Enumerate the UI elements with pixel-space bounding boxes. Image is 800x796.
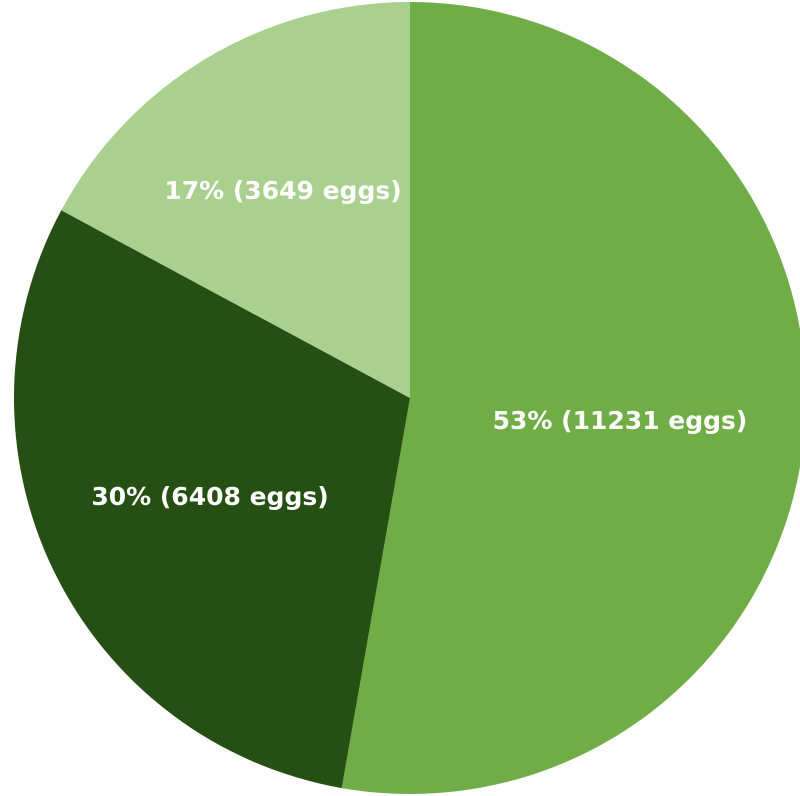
slice-data-label: 30% (6408 eggs) <box>91 482 328 511</box>
pie-slice <box>61 2 411 398</box>
slice-data-label: 53% (11231 eggs) <box>493 406 748 435</box>
labels-layer: 53% (11231 eggs) 30% (6408 eggs) 17% (3649… <box>91 176 747 511</box>
slices-layer <box>13 2 800 794</box>
slice-data-label: 17% (3649 eggs) <box>164 176 401 205</box>
pie-slice <box>13 210 411 789</box>
pie-slice <box>341 2 800 794</box>
